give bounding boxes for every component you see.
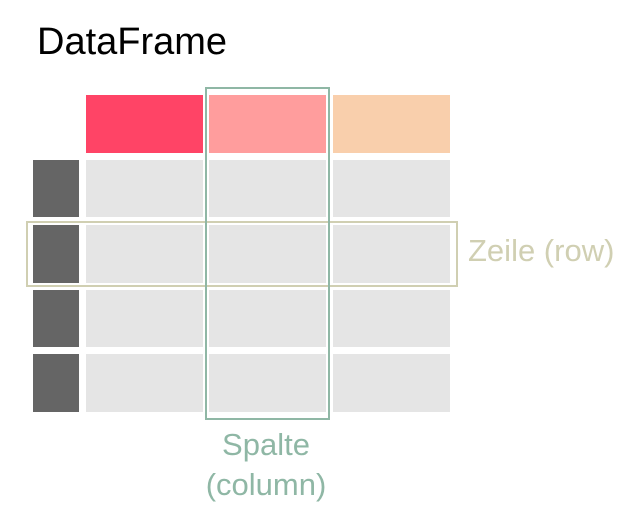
column-highlight-outline	[205, 87, 330, 420]
data-cell-r4-c2	[209, 354, 326, 412]
column-header-2	[209, 95, 326, 153]
column-label: Spalte (column)	[190, 425, 342, 505]
diagram-title: DataFrame	[37, 21, 228, 63]
index-cell-1	[33, 160, 79, 217]
data-cell-r3-c3	[333, 290, 450, 347]
column-label-line-2: (column)	[205, 467, 327, 502]
data-cell-r2-c2	[209, 225, 326, 283]
data-cell-r4-c3	[333, 354, 450, 412]
row-highlight-outline	[26, 221, 458, 287]
data-cell-r1-c1	[86, 160, 203, 217]
data-cell-r1-c2	[209, 160, 326, 217]
column-header-1	[86, 95, 203, 153]
index-cell-4	[33, 354, 79, 412]
index-cell-3	[33, 290, 79, 347]
data-cell-r2-c3	[333, 225, 450, 283]
row-label: Zeile (row)	[468, 233, 615, 268]
index-cell-2	[33, 225, 79, 283]
data-cell-r4-c1	[86, 354, 203, 412]
data-cell-r3-c2	[209, 290, 326, 347]
data-cell-r2-c1	[86, 225, 203, 283]
column-header-3	[333, 95, 450, 153]
column-label-line-1: Spalte	[222, 427, 310, 462]
data-cell-r1-c3	[333, 160, 450, 217]
data-cell-r3-c1	[86, 290, 203, 347]
